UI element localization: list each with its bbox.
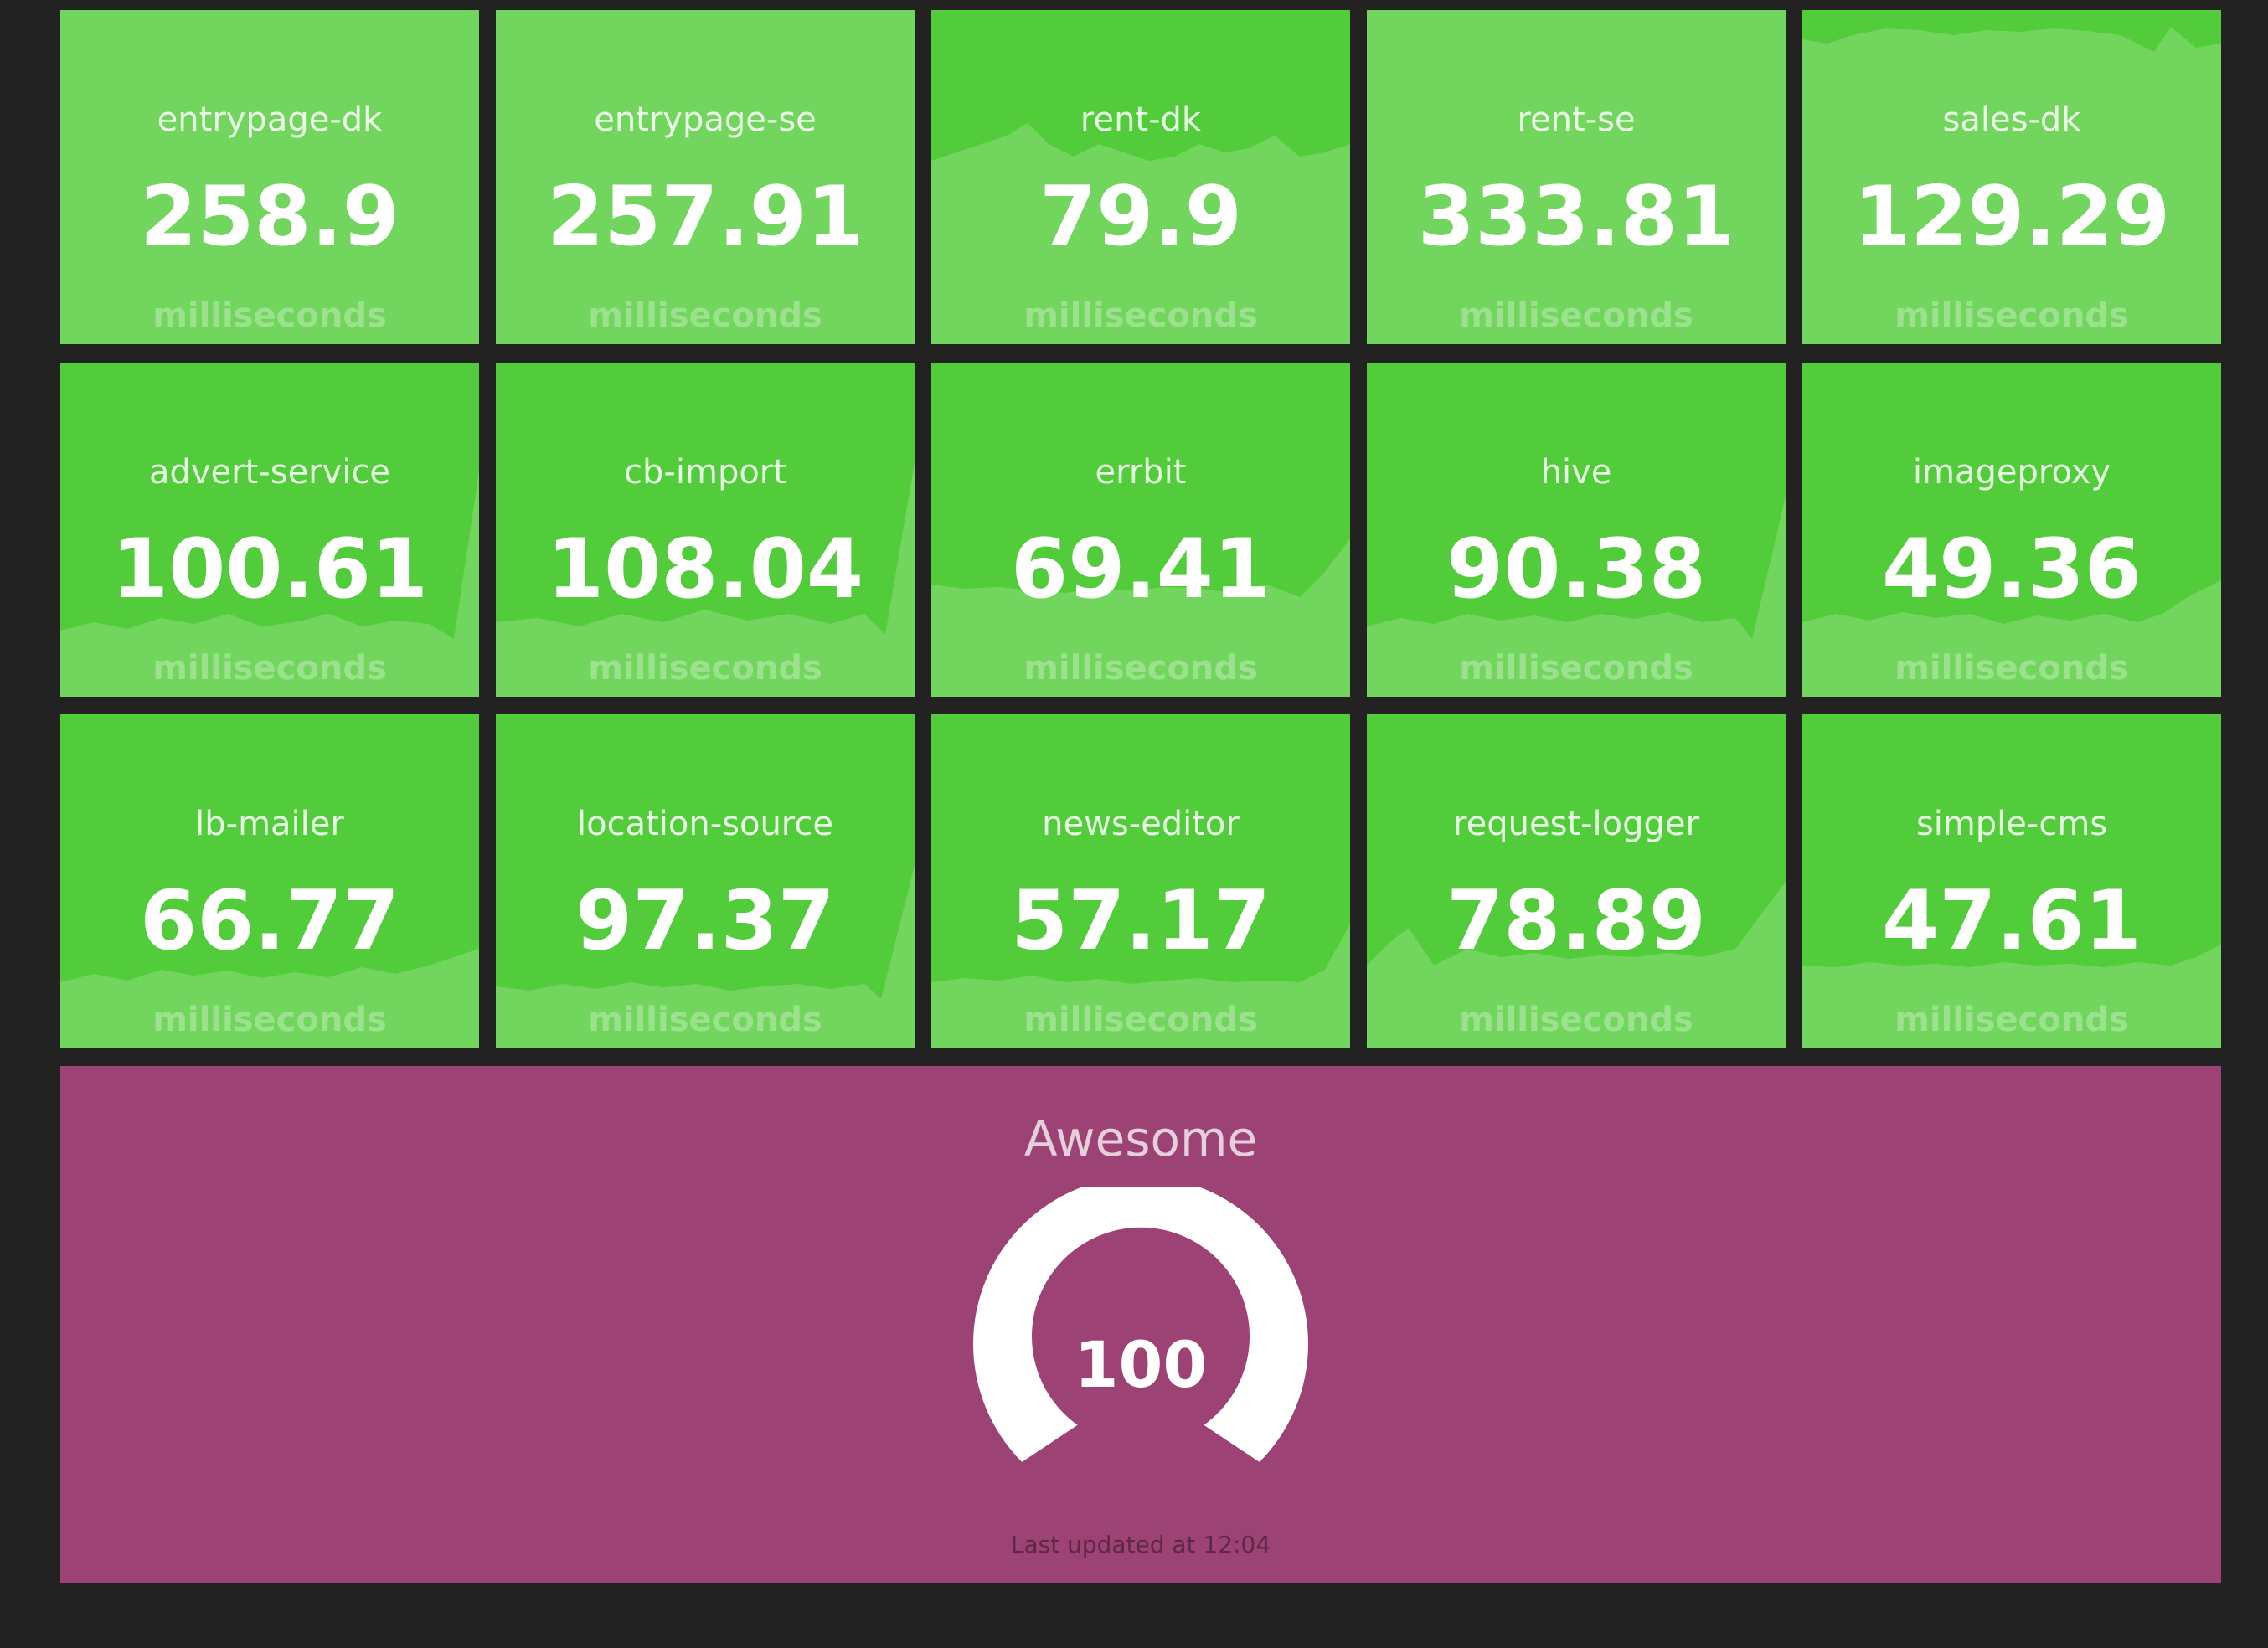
tile-value: 257.91 [546, 169, 864, 265]
tile-title: lb-mailer [195, 805, 344, 843]
tile-title: entrypage-dk [157, 100, 383, 139]
tile-news-editor: news-editor 57.17 milliseconds [931, 714, 1350, 1048]
tile-value: 97.37 [575, 873, 835, 969]
tile-title: entrypage-se [594, 100, 817, 139]
tile-unit: milliseconds [152, 296, 387, 335]
meter-title: Awesome [1023, 1110, 1258, 1167]
tile-unit: milliseconds [1459, 296, 1693, 335]
sparkline [60, 471, 479, 697]
tile-value: 79.9 [1039, 169, 1242, 265]
tile-unit: milliseconds [1023, 296, 1258, 335]
tile-entrypage-dk: entrypage-dk 258.9 milliseconds [60, 10, 479, 344]
tile-unit: milliseconds [588, 296, 822, 335]
tile-lb-mailer: lb-mailer 66.77 milliseconds [60, 714, 479, 1048]
tile-hive: hive 90.38 milliseconds [1367, 363, 1786, 697]
tile-unit: milliseconds [1894, 296, 2129, 335]
sparkline [496, 865, 915, 1048]
tile-value: 333.81 [1417, 169, 1735, 265]
tile-sales-dk: sales-dk 129.29 milliseconds [1802, 10, 2221, 344]
sparkline [931, 10, 1350, 161]
tile-value: 57.17 [1011, 873, 1271, 969]
tile-value: 90.38 [1446, 522, 1706, 617]
tile-value: 66.77 [140, 873, 399, 969]
sparkline [1367, 882, 1786, 1048]
tile-unit: milliseconds [152, 649, 387, 688]
tile-title: simple-cms [1915, 805, 2108, 843]
gauge-value: 100 [1074, 1327, 1208, 1402]
tile-advert-service: advert-service 100.61 milliseconds [60, 363, 479, 697]
tile-title: imageproxy [1912, 453, 2111, 492]
tile-value: 108.04 [546, 522, 864, 617]
tile-unit: milliseconds [152, 1001, 387, 1039]
tile-request-logger: request-logger 78.89 milliseconds [1367, 714, 1786, 1048]
tile-rent-dk: rent-dk 79.9 milliseconds [931, 10, 1350, 344]
tile-title: hive [1540, 453, 1612, 492]
tile-value: 49.36 [1882, 522, 2142, 617]
tile-unit: milliseconds [588, 1001, 822, 1039]
tile-value: 78.89 [1446, 873, 1706, 969]
tile-errbit: errbit 69.41 milliseconds [931, 363, 1350, 697]
tile-title: errbit [1095, 453, 1187, 492]
sparkline [1367, 497, 1786, 697]
tile-value: 258.9 [140, 169, 399, 265]
tile-title: news-editor [1042, 805, 1240, 843]
sparkline [931, 538, 1350, 697]
tile-value: 47.61 [1882, 873, 2142, 969]
tile-value: 129.29 [1853, 169, 2171, 265]
tile-unit: milliseconds [588, 649, 822, 688]
sparkline [1802, 10, 2221, 52]
meter-widget: Awesome 100 Last updated at 12:04 [60, 1066, 2221, 1583]
tile-imageproxy: imageproxy 49.36 milliseconds [1802, 363, 2221, 697]
tile-unit: milliseconds [1459, 649, 1693, 688]
tile-title: advert-service [148, 453, 391, 492]
tile-title: request-logger [1453, 805, 1699, 843]
tile-location-source: location-source 97.37 milliseconds [496, 714, 915, 1048]
gauge-arc [973, 1187, 1308, 1462]
tile-unit: milliseconds [1023, 1001, 1258, 1039]
tile-title: rent-se [1517, 100, 1636, 139]
tile-value: 69.41 [1011, 522, 1271, 617]
tile-title: sales-dk [1942, 100, 2081, 139]
tile-rent-se: rent-se 333.81 milliseconds [1367, 10, 1786, 344]
tile-title: rent-dk [1080, 100, 1202, 139]
tile-unit: milliseconds [1894, 1001, 2129, 1039]
sparkline [60, 949, 479, 1048]
last-updated: Last updated at 12:04 [1010, 1531, 1271, 1558]
tile-simple-cms: simple-cms 47.61 milliseconds [1802, 714, 2221, 1048]
sparkline [1802, 945, 2221, 1048]
sparkline [1802, 580, 2221, 697]
sparkline [496, 463, 915, 697]
tile-value: 100.61 [111, 522, 429, 617]
sparkline [931, 924, 1350, 1048]
tile-unit: milliseconds [1459, 1001, 1693, 1039]
tile-title: cb-import [624, 453, 786, 492]
tile-entrypage-se: entrypage-se 257.91 milliseconds [496, 10, 915, 344]
tile-unit: milliseconds [1023, 649, 1258, 688]
tile-cb-import: cb-import 108.04 milliseconds [496, 363, 915, 697]
tile-title: location-source [577, 805, 833, 843]
tile-unit: milliseconds [1894, 649, 2129, 688]
